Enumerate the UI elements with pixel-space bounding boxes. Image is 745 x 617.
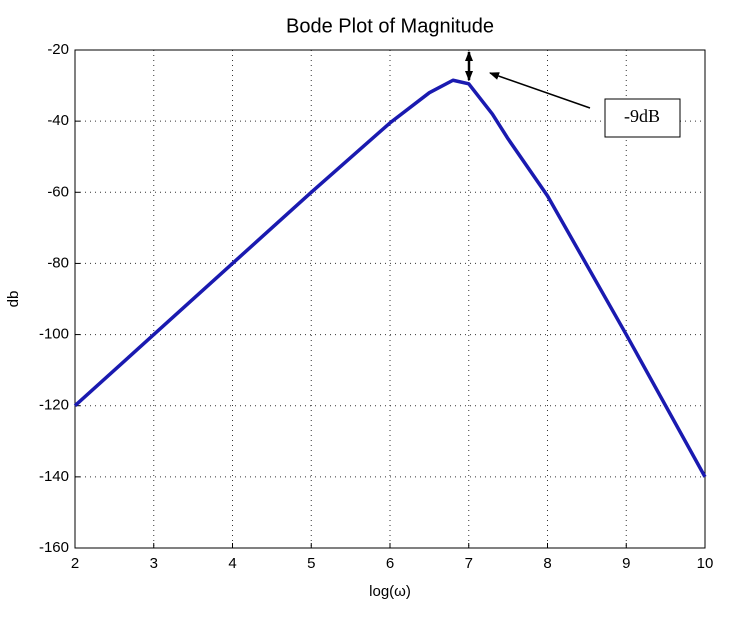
y-tick-label: -20: [47, 41, 69, 58]
y-tick-label: -160: [39, 539, 69, 556]
x-tick-label: 9: [622, 555, 630, 572]
y-tick-label: -80: [47, 254, 69, 271]
y-tick-label: -40: [47, 112, 69, 129]
annotation: -9dB: [624, 106, 660, 126]
line-series: [73, 78, 707, 478]
annotation-arrow: [489, 72, 591, 109]
x-tick-label: 7: [465, 555, 473, 572]
x-tick-label: 2: [71, 555, 79, 572]
annotation-box: [604, 98, 681, 138]
x-tick-label: 6: [386, 555, 394, 572]
x-tick-label: 3: [150, 555, 158, 572]
y-tick-label: -60: [47, 183, 69, 200]
x-tick-label: 10: [697, 555, 714, 572]
x-tick-label: 5: [307, 555, 315, 572]
x-axis-label: log(ω): [369, 583, 411, 600]
y-axis-label: db: [5, 291, 22, 308]
y-tick-label: -140: [39, 468, 69, 485]
x-tick-label: 4: [228, 555, 236, 572]
y-tick-label: -120: [39, 397, 69, 414]
chart-title: Bode Plot of Magnitude: [286, 15, 494, 37]
y-tick-label: -100: [39, 326, 69, 343]
x-tick-label: 8: [543, 555, 551, 572]
